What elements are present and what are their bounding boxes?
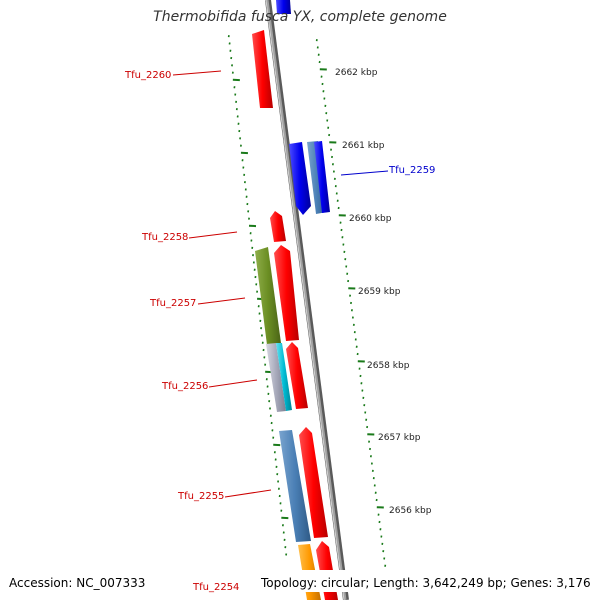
gene-block-tfu-2259c[interactable] — [314, 141, 330, 213]
label-leaders — [172, 70, 389, 498]
gene-block-tfu-2256-cyan[interactable] — [276, 343, 292, 411]
genome-title: Thermobifida fusca YX, complete genome — [153, 9, 447, 25]
scale-label-2658: 2658 kbp — [367, 361, 410, 371]
scale-label-2662: 2662 kbp — [335, 68, 378, 78]
gene-label-tfu-2258[interactable]: Tfu_2258 — [141, 232, 188, 243]
accession-text: Accession: NC_007333 — [9, 576, 146, 590]
gene-block-tfu-2259a[interactable] — [289, 142, 311, 215]
scale-label-2660: 2660 kbp — [349, 214, 392, 224]
gene-label-tfu-2254[interactable]: Tfu_2254 — [193, 582, 240, 593]
scale-label-2661: 2661 kbp — [342, 141, 385, 151]
genome-backbone — [265, 0, 349, 600]
gene-block-tfu-2258[interactable] — [270, 211, 286, 242]
gene-block-tfu-2260[interactable] — [252, 30, 273, 108]
gene-block-tfu-2257-red[interactable] — [274, 245, 299, 341]
gene-label-tfu-2257[interactable]: Tfu_2257 — [149, 298, 196, 309]
left-dotted-guide — [227, 35, 289, 556]
gene-label-tfu-2256[interactable]: Tfu_2256 — [161, 381, 208, 392]
gene-block-tfu-2255-red[interactable] — [299, 427, 328, 538]
scale-label-2656: 2656 kbp — [389, 506, 432, 516]
topology-text: Topology: circular; Length: 3,642,249 bp… — [261, 576, 591, 590]
gene-blocks — [252, 0, 338, 600]
right-dotted-guide — [315, 39, 388, 575]
gene-block-tfu-2255-steel[interactable] — [279, 430, 311, 542]
gene-label-tfu-2255[interactable]: Tfu_2255 — [177, 491, 224, 502]
scale-label-2659: 2659 kbp — [358, 287, 401, 297]
gene-label-tfu-2259[interactable]: Tfu_2259 — [388, 165, 435, 176]
gene-label-tfu-2260[interactable]: Tfu_2260 — [124, 70, 171, 81]
gene-block-tfu-2257-olive[interactable] — [255, 247, 281, 345]
scale-label-2657: 2657 kbp — [378, 433, 421, 443]
gene-block-tfu-2256-grey[interactable] — [266, 343, 286, 412]
gene-block-tfu-2256-red[interactable] — [286, 342, 308, 409]
gene-block-top — [276, 0, 291, 14]
